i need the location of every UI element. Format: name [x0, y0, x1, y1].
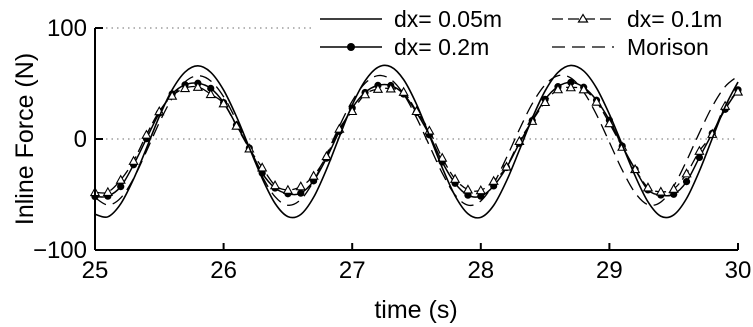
- x-tick-label-27: 27: [339, 257, 366, 284]
- y-ticks: 100 0 −100: [33, 15, 103, 264]
- legend-entry-dx-0-1m: dx= 0.1m: [552, 6, 722, 32]
- series-point-dx-0-2m-2: [117, 183, 125, 191]
- x-tick-label-28: 28: [467, 257, 494, 284]
- legend-label-morison: Morison: [627, 34, 709, 60]
- x-axis-label: time (s): [374, 296, 457, 324]
- series-point-dx-0-2m-46: [682, 178, 691, 186]
- series-point-dx-0-2m-16: [297, 189, 305, 197]
- series-point-dx-0-1m-32: [501, 161, 512, 171]
- series-point-dx-0-1m-17: [308, 170, 319, 180]
- series-point-dx-0-1m-9: [205, 88, 216, 99]
- series-point-dx-0-1m-28: [449, 173, 461, 183]
- series-point-dx-0-1m-23: [385, 83, 396, 93]
- series-layer: [89, 64, 744, 219]
- legend-entry-dx-0-05m: dx= 0.05m: [320, 6, 502, 32]
- series-point-dx-0-1m-11: [231, 120, 242, 130]
- series-point-dx-0-1m-40: [604, 118, 615, 128]
- series-point-dx-0-1m-31: [488, 175, 499, 185]
- y-tick-label-100: 100: [47, 15, 87, 42]
- series-point-dx-0-2m-47: [695, 153, 704, 162]
- series-point-dx-0-1m-47: [694, 145, 705, 155]
- series-point-dx-0-1m-3: [128, 155, 139, 165]
- legend-label-dx-0-2m: dx= 0.2m: [394, 34, 489, 60]
- series-point-dx-0-1m-45: [668, 183, 679, 193]
- series-point-dx-0-1m-22: [372, 83, 384, 93]
- series-point-dx-0-1m-36: [552, 84, 564, 94]
- series-point-dx-0-1m-29: [462, 184, 474, 194]
- series-line-dx-0-05m: [94, 64, 739, 219]
- legend-entry-morison: Morison: [552, 34, 709, 60]
- legend-background: [312, 2, 742, 60]
- legend: dx= 0.05m dx= 0.1m dx= 0.2m Morison: [312, 2, 742, 60]
- x-tick-label-29: 29: [596, 257, 623, 284]
- series-point-dx-0-1m-4: [141, 129, 152, 139]
- legend-marker-dx-0-1m: [577, 13, 589, 23]
- series-point-dx-0-1m-46: [681, 168, 692, 178]
- y-tick-label-0: 0: [74, 126, 87, 153]
- y-axis-label: Inline Force (N): [11, 53, 39, 225]
- axes: [94, 28, 738, 251]
- series-line-dx-0-2m: [94, 81, 739, 198]
- series-point-dx-0-1m-50: [732, 86, 744, 96]
- series-point-dx-0-1m-13: [257, 162, 268, 172]
- series-point-dx-0-1m-16: [295, 181, 306, 191]
- legend-label-dx-0-05m: dx= 0.05m: [394, 6, 502, 32]
- series-point-dx-0-1m-10: [218, 98, 229, 108]
- series-point-dx-0-1m-1: [102, 186, 113, 196]
- x-tick-label-25: 25: [82, 257, 109, 284]
- series-point-dx-0-1m-21: [359, 89, 371, 99]
- series-point-dx-0-1m-43: [642, 182, 654, 192]
- series-point-dx-0-1m-27: [437, 152, 448, 162]
- series-dx-0-05m: [94, 64, 739, 219]
- series-morison: [94, 74, 739, 207]
- series-point-dx-0-1m-14: [269, 179, 281, 190]
- x-tick-label-30: 30: [725, 257, 752, 284]
- x-ticks: 25 26 27 28 29 30: [82, 243, 752, 284]
- series-point-dx-0-1m-39: [591, 96, 602, 106]
- series-point-dx-0-1m-18: [321, 150, 332, 161]
- series-point-dx-0-1m-30: [475, 184, 486, 195]
- series-point-dx-0-1m-44: [655, 186, 666, 196]
- series-point-dx-0-2m-30: [477, 192, 485, 200]
- legend-label-dx-0-1m: dx= 0.1m: [627, 6, 722, 32]
- series-point-dx-0-1m-24: [398, 86, 409, 96]
- series-dx-0-1m: [89, 81, 744, 197]
- series-point-dx-0-1m-35: [539, 96, 551, 107]
- x-tick-label-26: 26: [210, 257, 237, 284]
- series-point-dx-0-1m-15: [282, 184, 294, 194]
- series-point-dx-0-1m-37: [565, 82, 576, 92]
- series-point-dx-0-1m-33: [514, 135, 525, 146]
- series-point-dx-0-1m-7: [179, 82, 191, 93]
- series-point-dx-0-2m-9: [207, 84, 215, 92]
- series-line-morison: [94, 74, 739, 207]
- series-point-dx-0-1m-38: [578, 84, 589, 94]
- legend-marker-dx-0-2m: [347, 43, 355, 51]
- series-point-dx-0-1m-8: [192, 81, 204, 91]
- series-point-dx-0-1m-2: [115, 174, 126, 184]
- legend-entry-dx-0-2m: dx= 0.2m: [320, 34, 489, 60]
- y-tick-label-minus-100: −100: [33, 237, 87, 264]
